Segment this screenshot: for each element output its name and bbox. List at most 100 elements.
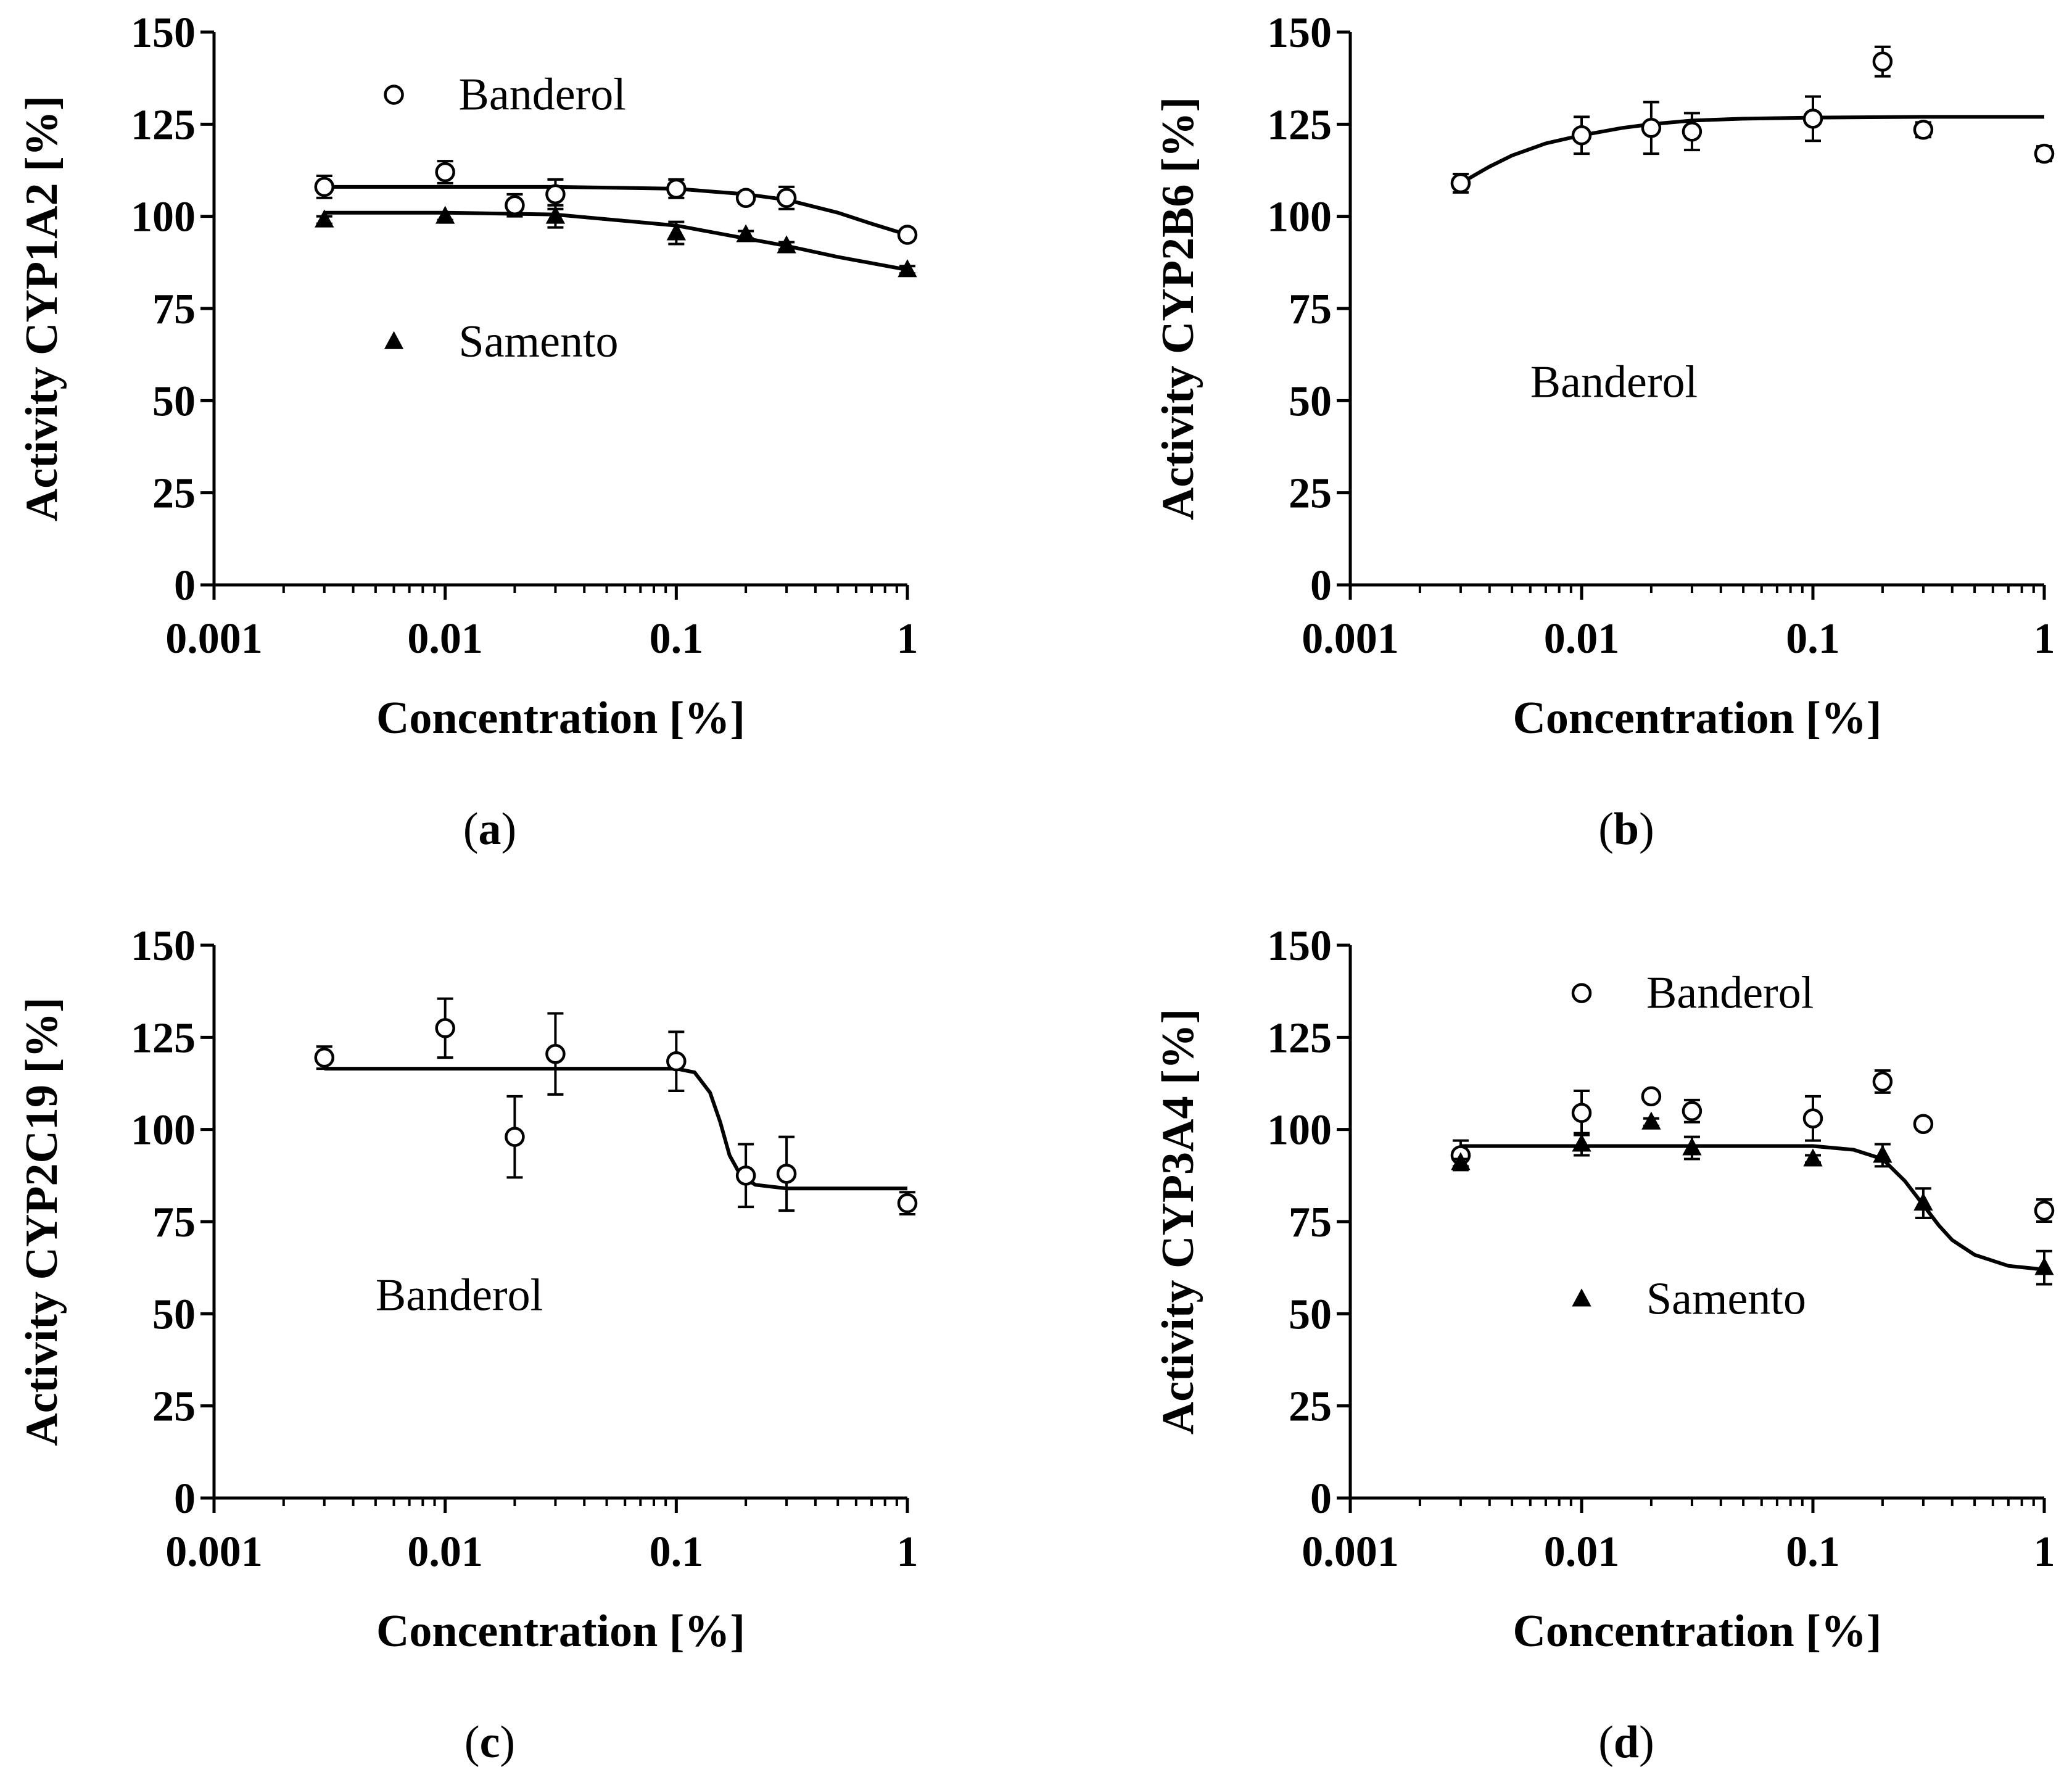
y-tick-label: 125	[131, 1014, 196, 1062]
data-point-banderol	[666, 178, 687, 199]
x-axis-title: Concentration [%]	[1513, 693, 1881, 743]
y-tick-label: 150	[131, 9, 196, 57]
data-point-samento	[545, 205, 566, 224]
x-tick-label: 0.01	[1544, 615, 1620, 663]
data-point-samento	[1873, 1145, 1892, 1163]
legend-label-banderol: Banderol	[1646, 968, 1814, 1019]
data-point-samento	[736, 224, 756, 242]
y-tick-label: 50	[152, 378, 196, 425]
panel-label: (a)	[463, 804, 516, 855]
legend-label-samento: Samento	[1646, 1273, 1806, 1324]
data-point-banderol	[1641, 118, 1662, 138]
y-tick-label: 0	[174, 562, 196, 610]
y-tick-label: 0	[1310, 562, 1332, 610]
data-point-banderol	[545, 1043, 566, 1064]
data-point-banderol	[1450, 173, 1471, 194]
legend-label-banderol: Banderol	[1530, 357, 1698, 407]
data-point-banderol	[666, 1051, 687, 1072]
data-point-banderol	[505, 195, 525, 215]
x-tick-label: 1	[897, 615, 918, 663]
x-tick-label: 1	[897, 1528, 918, 1576]
y-tick-label: 75	[152, 286, 196, 333]
data-point-banderol	[1571, 1103, 1592, 1124]
x-axis-title: Concentration [%]	[376, 1606, 745, 1657]
data-point-samento	[1682, 1137, 1702, 1156]
x-tick-label: 0.01	[407, 615, 483, 663]
data-point-banderol	[1872, 51, 1893, 72]
x-tick-label: 1	[2034, 1528, 2055, 1576]
legend-label-banderol: Banderol	[459, 70, 626, 120]
data-point-banderol	[1571, 125, 1592, 146]
y-tick-label: 100	[1267, 194, 1332, 241]
data-point-banderol	[776, 1164, 797, 1184]
data-point-banderol	[1802, 109, 1823, 129]
data-point-samento	[315, 209, 334, 228]
x-tick-label: 0.1	[650, 1528, 704, 1576]
panel-label: (c)	[464, 1717, 515, 1768]
data-point-banderol	[435, 162, 455, 183]
fit-curve-banderol	[1459, 115, 2044, 185]
y-tick-label: 0	[1310, 1475, 1332, 1523]
y-axis-title: Activity CYP2C19 [%]	[17, 997, 67, 1446]
y-tick-label: 75	[1289, 286, 1332, 333]
y-axis-title: Activity CYP3A4 [%]	[1153, 1009, 1203, 1435]
data-point-banderol	[1872, 1071, 1893, 1092]
y-tick-label: 125	[1267, 101, 1332, 149]
data-point-banderol	[735, 1165, 756, 1186]
fit-curve-samento	[1460, 1144, 2045, 1272]
x-tick-label: 0.001	[165, 615, 263, 663]
panel-label: (d)	[1598, 1717, 1654, 1768]
data-point-banderol	[897, 225, 918, 245]
x-axis-title: Concentration [%]	[376, 693, 745, 743]
y-tick-label: 150	[1267, 922, 1332, 970]
x-tick-label: 0.001	[1302, 1528, 1399, 1576]
y-tick-label: 25	[1289, 470, 1332, 518]
data-point-samento	[1451, 1152, 1471, 1170]
data-point-samento	[2034, 1257, 2054, 1275]
data-point-banderol	[897, 1193, 918, 1214]
y-tick-label: 100	[131, 1107, 196, 1154]
y-tick-label: 100	[131, 194, 196, 241]
y-tick-label: 100	[1267, 1107, 1332, 1154]
chart-panel-d: 0 25 50 75 100 125 150 0.001 0.01 0.1 1 Concentrati…	[1153, 922, 2055, 1768]
y-tick-label: 125	[131, 101, 196, 149]
data-point-banderol	[2034, 1200, 2055, 1221]
fit-curve-banderol	[324, 1067, 907, 1191]
data-point-banderol	[505, 1127, 525, 1147]
data-point-banderol	[1802, 1108, 1823, 1128]
data-point-banderol	[545, 184, 566, 205]
data-point-banderol	[1913, 120, 1934, 140]
data-point-samento	[666, 222, 687, 241]
chart-panel-b: 0 25 50 75 100 125 150 0.001 0.01 0.1 1 Concentrati…	[1153, 9, 2055, 855]
x-tick-label: 0.01	[1544, 1528, 1620, 1576]
data-point-banderol	[314, 1047, 335, 1068]
chart-panel-a: 0 25 50 75 100 125 150 0.001 0.01 0.1 1 Concentrati…	[17, 9, 918, 855]
data-point-banderol	[1682, 122, 1703, 142]
legend-marker-banderol	[384, 85, 404, 105]
y-tick-label: 150	[131, 922, 196, 970]
legend-marker-samento	[1572, 1288, 1591, 1307]
data-point-banderol	[1682, 1101, 1703, 1122]
y-tick-label: 75	[152, 1199, 196, 1246]
x-tick-label: 0.1	[1786, 615, 1840, 663]
data-point-banderol	[735, 188, 756, 209]
data-point-samento	[777, 235, 796, 254]
data-point-banderol	[435, 1018, 455, 1038]
y-tick-label: 25	[152, 1383, 196, 1431]
data-point-banderol	[1641, 1086, 1662, 1107]
data-point-samento	[1913, 1193, 1933, 1211]
data-point-samento	[1803, 1148, 1823, 1167]
fit-curve-samento	[324, 210, 908, 272]
legend-marker-banderol	[1571, 983, 1592, 1003]
y-tick-label: 50	[152, 1291, 196, 1338]
y-axis-title: Activity CYP2B6 [%]	[1153, 97, 1203, 520]
panel-label: (b)	[1598, 804, 1654, 855]
x-tick-label: 0.001	[165, 1528, 263, 1576]
y-tick-label: 75	[1289, 1199, 1332, 1246]
data-point-samento	[1572, 1133, 1591, 1152]
data-point-samento	[1641, 1111, 1661, 1130]
y-axis-title: Activity CYP1A2 [%]	[17, 96, 67, 522]
y-tick-label: 25	[152, 470, 196, 518]
y-tick-label: 0	[174, 1475, 196, 1523]
